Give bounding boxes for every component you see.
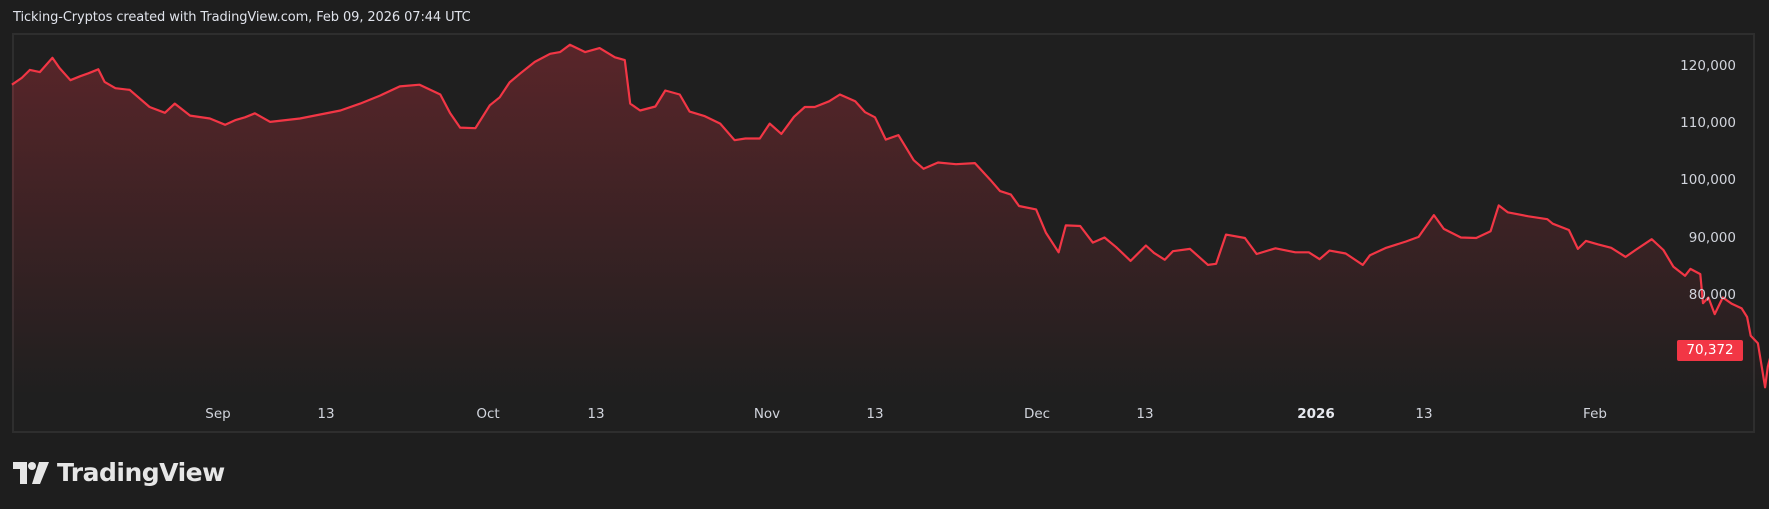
price-line: [11, 43, 1769, 389]
last-price-tag: 70,372: [1677, 340, 1743, 361]
x-axis-label: 13: [317, 406, 335, 422]
x-axis-label: Nov: [753, 406, 781, 422]
tradingview-logo-icon: [13, 461, 49, 484]
price-area-fill: [11, 44, 1769, 431]
x-axis-label: Dec: [1023, 406, 1051, 422]
y-axis-label: 80,000: [1688, 286, 1736, 303]
x-axis-label: Sep: [205, 406, 231, 422]
x-axis-label: 13: [866, 406, 884, 422]
y-axis-label: 120,000: [1680, 58, 1736, 74]
tradingview-logo-text: TradingView: [57, 458, 225, 487]
y-axis-label: 90,000: [1688, 229, 1736, 246]
x-axis-label: Oct: [476, 406, 500, 422]
tradingview-logo[interactable]: TradingView: [13, 458, 225, 487]
y-axis-label: 100,000: [1680, 172, 1736, 189]
x-axis-label: Feb: [1583, 406, 1607, 422]
chart-caption: Ticking-Cryptos created with TradingView…: [13, 10, 471, 25]
x-axis-label: 2026: [1297, 406, 1335, 422]
y-axis-label: 110,000: [1680, 115, 1736, 132]
x-axis-label: 13: [587, 406, 605, 422]
x-axis-label: 13: [1136, 406, 1154, 422]
x-axis-label: 13: [1415, 406, 1433, 422]
